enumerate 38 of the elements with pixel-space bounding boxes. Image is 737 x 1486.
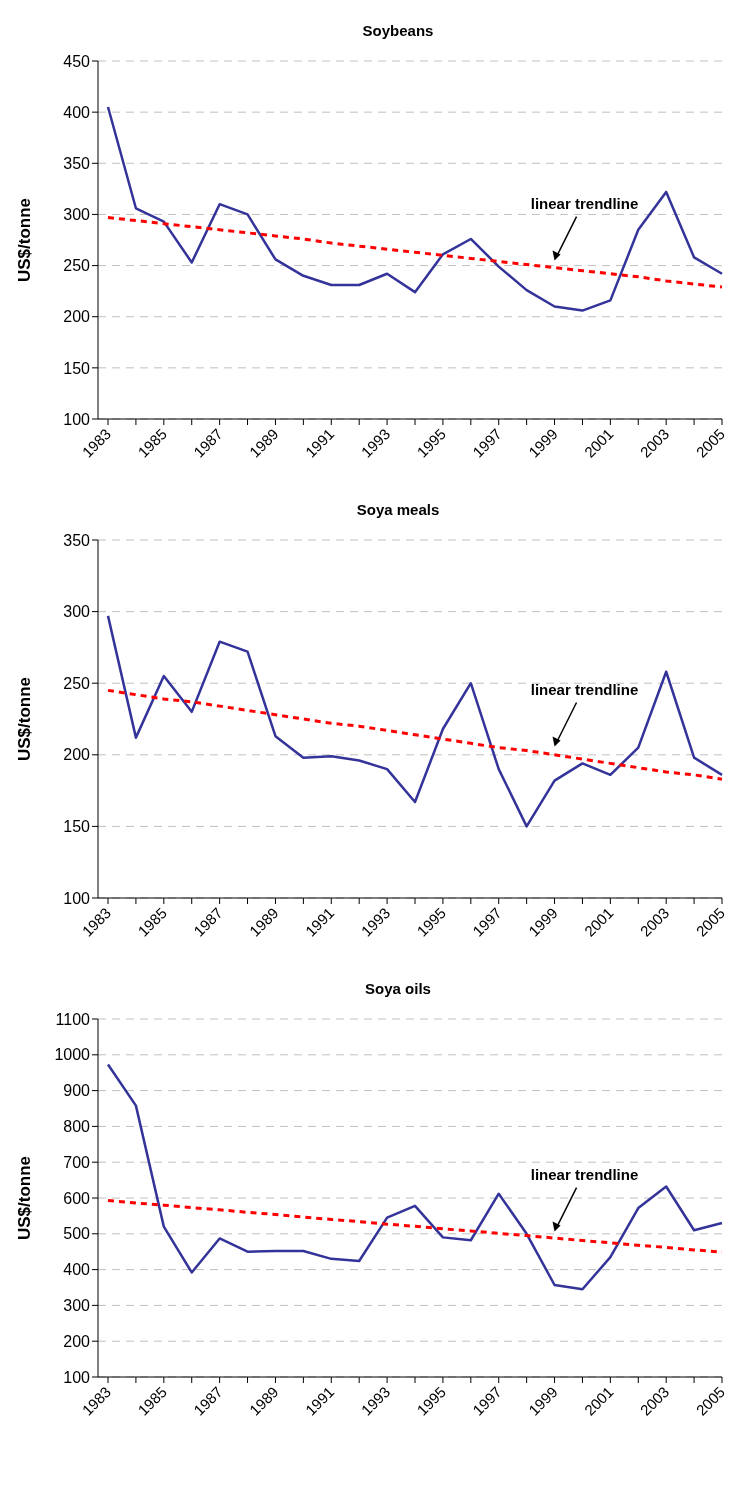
annotation: linear trendline bbox=[530, 680, 639, 698]
y-tick-label: 300 bbox=[63, 603, 91, 621]
y-axis-title: US$/tonne bbox=[15, 1155, 35, 1241]
y-tick-label: 1100 bbox=[55, 1010, 91, 1028]
y-tick-label: 500 bbox=[63, 1225, 91, 1243]
y-tick-label: 200 bbox=[63, 1332, 91, 1350]
y-axis-title: US$/tonne bbox=[15, 197, 35, 283]
y-tick-label: 100 bbox=[63, 410, 91, 428]
y-tick-label: 450 bbox=[63, 52, 91, 70]
y-tick-label: 250 bbox=[63, 257, 91, 275]
annotation: linear trendline bbox=[530, 194, 639, 212]
y-tick-label: 1000 bbox=[54, 1046, 91, 1064]
y-tick-label: 700 bbox=[63, 1153, 91, 1171]
y-tick-label: 350 bbox=[63, 154, 91, 172]
line-series bbox=[106, 105, 724, 312]
y-axis-title: US$/tonne bbox=[15, 676, 35, 762]
y-tick-label: 400 bbox=[63, 103, 91, 121]
y-tick-label: 200 bbox=[63, 308, 91, 326]
y-tick-label: 400 bbox=[63, 1261, 91, 1279]
y-tick-label: 800 bbox=[63, 1118, 91, 1136]
annotation: linear trendline bbox=[530, 1165, 639, 1183]
y-tick-label: 250 bbox=[63, 674, 91, 692]
y-tick-label: 600 bbox=[63, 1189, 91, 1207]
y-tick-label: 100 bbox=[63, 889, 91, 907]
line-series bbox=[106, 1063, 724, 1291]
line-series bbox=[106, 614, 724, 828]
line-series bbox=[106, 216, 724, 289]
y-tick-label: 200 bbox=[63, 746, 91, 764]
y-tick-label: 100 bbox=[63, 1368, 91, 1386]
chart-title: Soybeans bbox=[361, 21, 435, 39]
y-tick-label: 300 bbox=[63, 206, 91, 224]
y-tick-label: 150 bbox=[63, 818, 91, 836]
chart-title: Soya meals bbox=[355, 500, 441, 518]
y-tick-label: 900 bbox=[63, 1082, 91, 1100]
y-tick-label: 350 bbox=[63, 531, 91, 549]
chart-title: Soya oils bbox=[364, 979, 432, 997]
y-tick-label: 150 bbox=[63, 359, 91, 377]
y-tick-label: 300 bbox=[63, 1297, 91, 1315]
